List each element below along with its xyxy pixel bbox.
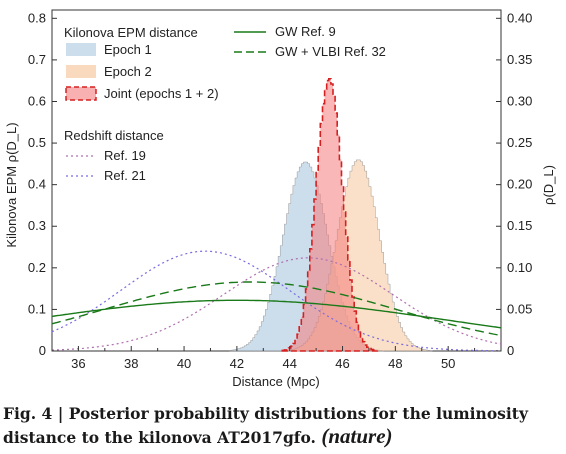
legend-title-redshift: Redshift distance: [64, 128, 164, 143]
x-tick-label: 38: [124, 356, 138, 371]
y-left-tick-label: 0.4: [28, 177, 46, 192]
legend-swatch-epoch1: [66, 43, 96, 56]
y-right-tick-label: 0.40: [507, 10, 532, 25]
legend-swatch-joint: [65, 86, 97, 101]
caption-text: Fig. 4 | Posterior probability distribut…: [3, 404, 528, 447]
legend-label-gw: GW Ref. 9: [275, 24, 336, 39]
y-left-tick-label: 0.5: [28, 135, 46, 150]
y-left-tick-label: 0.3: [28, 218, 46, 233]
legend-label-ref21: Ref. 21: [104, 168, 146, 183]
y-axis-left-label: Kilonova EPM ρ(D_L): [4, 122, 19, 247]
y-right-tick-label: 0: [507, 343, 514, 358]
x-tick-label: 42: [230, 356, 244, 371]
y-right-tick-label: 0.30: [507, 93, 532, 108]
legend-label-epoch2: Epoch 2: [104, 64, 152, 79]
curve-gw-vlbi-ref-32: [51, 281, 502, 337]
y-right-tick-label: 0.25: [507, 135, 532, 150]
x-tick-label: 50: [441, 356, 455, 371]
legend-label-gw-vlbi: GW + VLBI Ref. 32: [275, 44, 386, 59]
y-right-tick-label: 0.10: [507, 260, 532, 275]
curve-ref-19: [51, 257, 502, 351]
axis-layer: 36 38 40 42 44 46 48 50 0 0.1 0.2 0.3 0.4 0.5 0.6 0.7 0.…: [28, 10, 532, 371]
y-left-tick-label: 0.1: [28, 301, 46, 316]
x-tick-label: 36: [71, 356, 85, 371]
hist-joint-epochs-1-2: [281, 78, 379, 352]
x-tick-label: 48: [388, 356, 402, 371]
y-left-tick-label: 0: [39, 343, 46, 358]
series-layer: [51, 78, 502, 352]
y-left-tick-label: 0.2: [28, 260, 46, 275]
legend-title-epm: Kilonova EPM distance: [64, 25, 198, 40]
legend-label-joint: Joint (epochs 1 + 2): [104, 86, 219, 101]
y-right-tick-label: 0.35: [507, 52, 532, 67]
legend-swatch-epoch2: [66, 65, 96, 78]
y-axis-right-label: ρ(D_L): [541, 165, 556, 205]
y-left-tick-label: 0.8: [28, 10, 46, 25]
legend: Kilonova EPM distance Epoch 1 Epoch 2 Jo…: [64, 24, 386, 183]
x-tick-label: 44: [282, 356, 296, 371]
figure-caption: Fig. 4 | Posterior probability distribut…: [3, 403, 563, 449]
x-tick-label: 46: [335, 356, 349, 371]
x-tick-label: 40: [177, 356, 191, 371]
y-right-tick-label: 0.15: [507, 218, 532, 233]
y-right-tick-label: 0.05: [507, 301, 532, 316]
y-right-tick-label: 0.20: [507, 177, 532, 192]
journal-source: (nature): [321, 424, 393, 448]
legend-label-epoch1: Epoch 1: [104, 42, 152, 57]
y-left-tick-label: 0.6: [28, 93, 46, 108]
x-axis-label: Distance (Mpc): [232, 374, 319, 389]
chart: 36 38 40 42 44 46 48 50 0 0.1 0.2 0.3 0.4 0.5 0.6 0.7 0.…: [4, 9, 556, 389]
y-left-tick-label: 0.7: [28, 52, 46, 67]
legend-label-ref19: Ref. 19: [104, 148, 146, 163]
curve-ref-21: [51, 250, 501, 352]
curve-gw-ref-9: [51, 299, 502, 329]
